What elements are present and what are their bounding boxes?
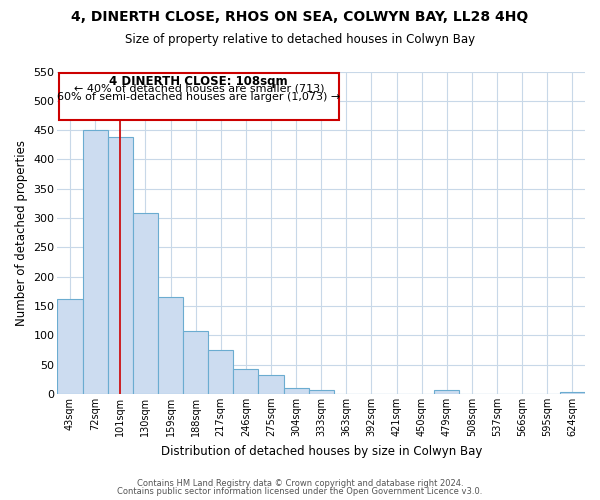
Bar xyxy=(308,390,334,394)
Bar xyxy=(208,350,233,394)
Bar xyxy=(284,388,308,394)
Text: 4 DINERTH CLOSE: 108sqm: 4 DINERTH CLOSE: 108sqm xyxy=(109,75,288,88)
Text: ← 40% of detached houses are smaller (713): ← 40% of detached houses are smaller (71… xyxy=(74,84,324,94)
Bar xyxy=(59,72,339,120)
Bar xyxy=(83,130,108,394)
Bar xyxy=(183,330,208,394)
Bar xyxy=(108,137,133,394)
Text: 60% of semi-detached houses are larger (1,073) →: 60% of semi-detached houses are larger (… xyxy=(57,92,340,102)
Text: Contains HM Land Registry data © Crown copyright and database right 2024.: Contains HM Land Registry data © Crown c… xyxy=(137,478,463,488)
Bar xyxy=(233,368,259,394)
Text: 4, DINERTH CLOSE, RHOS ON SEA, COLWYN BAY, LL28 4HQ: 4, DINERTH CLOSE, RHOS ON SEA, COLWYN BA… xyxy=(71,10,529,24)
Bar xyxy=(560,392,585,394)
Bar xyxy=(259,374,284,394)
Bar xyxy=(158,297,183,394)
X-axis label: Distribution of detached houses by size in Colwyn Bay: Distribution of detached houses by size … xyxy=(161,444,482,458)
Bar xyxy=(133,214,158,394)
Y-axis label: Number of detached properties: Number of detached properties xyxy=(15,140,28,326)
Bar xyxy=(58,299,83,394)
Text: Size of property relative to detached houses in Colwyn Bay: Size of property relative to detached ho… xyxy=(125,32,475,46)
Text: Contains public sector information licensed under the Open Government Licence v3: Contains public sector information licen… xyxy=(118,487,482,496)
Bar xyxy=(434,390,460,394)
